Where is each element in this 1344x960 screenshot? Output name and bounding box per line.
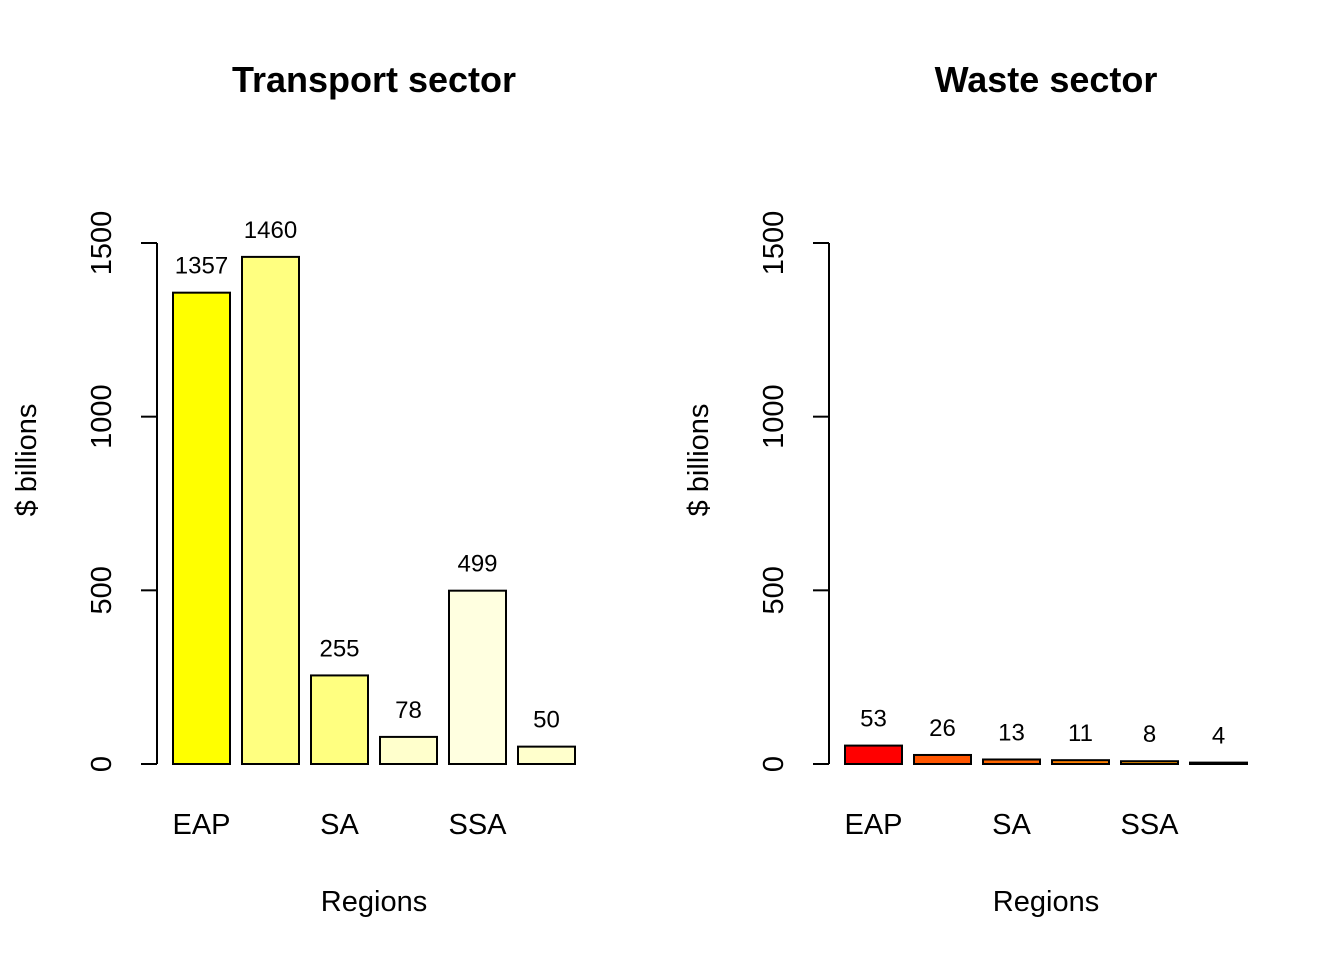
panel2-bar-value-label: 11 (1068, 720, 1093, 747)
panel1-bar-value-label: 1460 (244, 217, 297, 244)
panel1-bar-value-label: 50 (533, 707, 560, 734)
panel2-x-axis-label: Regions (993, 886, 1099, 918)
panel2-bar-value-label: 26 (929, 715, 956, 742)
panel2-bar (844, 744, 903, 765)
panel2-y-axis-label: $ billions (683, 404, 715, 517)
panel1-y-tick-label: 1500 (86, 211, 118, 276)
panel2-bar (1189, 761, 1248, 765)
panel1-bar (172, 291, 231, 765)
panel1-chart-title: Transport sector (232, 59, 516, 100)
panel2-bar (1120, 760, 1179, 765)
panel1-y-tick-label: 0 (86, 756, 118, 772)
panel2-chart-title: Waste sector (935, 59, 1158, 100)
panel1-y-tick-label: 1000 (86, 384, 118, 449)
panel2-bar (913, 753, 972, 766)
panel1-bar (448, 589, 507, 765)
panel2-y-tick-label: 500 (758, 566, 790, 614)
panel2-y-tick-label: 1500 (758, 211, 790, 276)
panel2-bar-value-label: 8 (1143, 721, 1156, 748)
panel1-bar (379, 735, 438, 766)
panel1-x-tick-label: SA (320, 809, 359, 841)
panel1-x-axis-label: Regions (321, 886, 427, 918)
panel2-bar (982, 758, 1041, 766)
panel2-x-tick-label: EAP (844, 809, 902, 841)
panel2-x-tick-label: SA (992, 809, 1031, 841)
panel2-bar (1051, 759, 1110, 765)
panel2-bar-value-label: 4 (1212, 723, 1225, 750)
panel1-bar-value-label: 255 (319, 635, 359, 662)
panel2-y-tick-label: 1000 (758, 384, 790, 449)
panel1-bar-value-label: 78 (395, 697, 422, 724)
panel1-y-tick-label: 500 (86, 566, 118, 614)
panel1-bar (517, 745, 576, 766)
panel1-x-tick-label: EAP (172, 809, 230, 841)
panel1-bar (241, 255, 300, 765)
panel1-bar-value-label: 499 (457, 551, 497, 578)
panel1-x-tick-label: SSA (448, 809, 507, 841)
panel1-bar (310, 674, 369, 765)
panel2-y-tick-label: 0 (758, 756, 790, 772)
panel2-bar-value-label: 13 (998, 719, 1025, 746)
panel2-x-tick-label: SSA (1120, 809, 1179, 841)
panel2-bar-value-label: 53 (860, 706, 887, 733)
panel1-bar-value-label: 1357 (175, 253, 228, 280)
panel1-y-axis-label: $ billions (11, 404, 43, 517)
